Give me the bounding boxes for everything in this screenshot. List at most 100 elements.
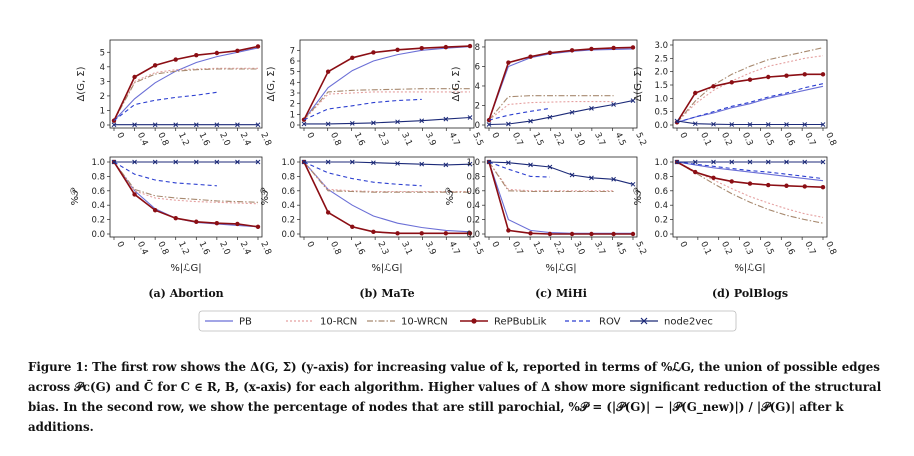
x-tick-label: 3.0: [572, 131, 587, 147]
subplot-title: (a) Abortion: [148, 287, 223, 300]
y-tick-label: 0.6: [466, 187, 480, 197]
plot-frame: [484, 156, 638, 238]
data-point-node2vec: [802, 122, 808, 127]
data-point-repbublik: [547, 50, 553, 56]
x-tick-label: 0.8: [155, 131, 170, 147]
y-tick-label: 6: [475, 62, 480, 72]
chart-abortion-parochial: 0.0 0.2 0.4 0.6 0.8 1.0 0 0.4 0.8 1.2 1.6 2.0 2.4 2.8…: [70, 156, 273, 274]
series-line-repbublik: [488, 46, 634, 121]
data-point-repbublik: [255, 224, 261, 229]
data-point-node2vec: [255, 159, 261, 165]
y-tick-label: 0.0: [654, 121, 668, 131]
data-point-node2vec: [506, 121, 511, 127]
data-point-repbublik: [467, 43, 473, 49]
y-tick-label: 1.0: [91, 158, 105, 168]
data-point-repbublik: [784, 183, 789, 188]
data-point-node2vec: [235, 122, 240, 128]
y-tick-label: 1.0: [281, 158, 295, 168]
y-tick-label: 5: [290, 68, 295, 78]
data-point-node2vec: [349, 121, 355, 126]
series-line-10-wrcn: [488, 95, 614, 121]
data-point-node2vec: [214, 122, 220, 128]
x-tick-label: 4.7: [447, 240, 462, 256]
data-point-repbublik: [729, 179, 734, 184]
x-tick-label: 3.0: [572, 240, 587, 256]
data-point-repbublik: [173, 57, 178, 62]
data-point-node2vec: [325, 121, 331, 127]
data-point-node2vec: [152, 122, 158, 128]
data-point-repbublik: [395, 231, 400, 236]
data-point-repbublik: [784, 73, 789, 78]
plot-frame: [672, 156, 828, 238]
x-tick-label: 0.6: [782, 131, 797, 147]
x-tick-label: 0.5: [761, 240, 776, 256]
x-tick-label: 0.7: [802, 131, 817, 147]
data-point-node2vec: [528, 162, 533, 168]
data-point-node2vec: [784, 122, 789, 127]
series-line-node2vec: [488, 161, 634, 185]
data-point-repbublik: [214, 221, 220, 226]
data-point-node2vec: [747, 159, 753, 165]
x-tick-label: 0.3: [740, 131, 755, 147]
data-point-node2vec: [674, 118, 680, 124]
data-point-node2vec: [547, 114, 553, 120]
data-point-repbublik: [547, 231, 553, 237]
series-line-repbublik: [303, 161, 470, 235]
series-line-10-rcn: [303, 161, 470, 193]
chart-polblogs-parochial: 0.0 0.2 0.4 0.6 0.8 1.0 0 0.1 0.2 0.3 0.5 0.6 0.7 0.8…: [633, 156, 838, 274]
data-point-node2vec: [611, 176, 616, 182]
plot-frame: [109, 39, 263, 129]
data-point-node2vec: [589, 175, 594, 181]
data-point-repbublik: [395, 47, 400, 52]
legend-label: RePBubLik: [494, 317, 547, 328]
data-point-repbublik: [194, 52, 199, 58]
legend-marker: [640, 317, 648, 325]
y-tick-label: 0.2: [654, 216, 668, 226]
data-point-repbublik: [194, 219, 199, 224]
y-tick-label: 2: [475, 101, 480, 111]
data-point-repbublik: [729, 80, 734, 85]
y-tick-label: 0.8: [91, 172, 105, 182]
series-line-pb: [676, 85, 824, 123]
series-line-pb: [303, 46, 471, 121]
x-tick-label: 0.8: [823, 240, 838, 256]
y-tick-label: 0.0: [91, 230, 105, 240]
data-point-node2vec: [193, 122, 199, 128]
series-line-10-rcn: [488, 101, 614, 121]
x-tick-label: 2.0: [217, 240, 232, 256]
data-point-repbublik: [766, 74, 771, 80]
x-tick-label: 1.6: [197, 240, 212, 256]
data-point-node2vec: [765, 159, 771, 165]
y-tick-label: 2: [100, 92, 105, 102]
x-tick-label: 0.8: [155, 240, 170, 256]
data-point-repbublik: [611, 45, 616, 51]
y-tick-label: 3: [290, 89, 295, 99]
x-tick-label: 0.1: [698, 240, 713, 256]
data-point-repbublik: [255, 44, 261, 49]
data-point-repbublik: [443, 231, 449, 236]
data-point-repbublik: [371, 50, 376, 55]
y-axis-label: Δ(G, Σ): [633, 66, 644, 101]
x-tick-label: 1.6: [352, 131, 367, 147]
legend-label: PB: [239, 317, 252, 328]
y-tick-label: 8: [475, 43, 480, 53]
chart-mihi-parochial: 0.0 0.2 0.4 0.6 0.8 1.0 0 0.7 1.5 2.2 3.0 3.7 4.5 5.2…: [445, 156, 648, 274]
y-tick-label: 0.6: [654, 187, 668, 197]
x-tick-label: 0: [677, 131, 688, 140]
y-tick-label: 2: [290, 100, 295, 110]
data-point-repbublik: [235, 48, 240, 54]
x-tick-label: 0: [489, 240, 500, 249]
series-line-node2vec: [304, 161, 471, 166]
x-tick-label: 2.2: [551, 240, 566, 256]
y-axis-label: %𝒫: [445, 187, 456, 206]
plot-frame: [299, 39, 475, 129]
x-tick-label: 2.4: [238, 240, 253, 256]
x-tick-label: 0.2: [719, 240, 734, 256]
data-point-node2vec: [820, 122, 826, 127]
x-tick-label: 2.8: [258, 240, 273, 256]
data-point-repbublik: [132, 192, 137, 197]
series-line-10-wrcn: [488, 161, 614, 193]
